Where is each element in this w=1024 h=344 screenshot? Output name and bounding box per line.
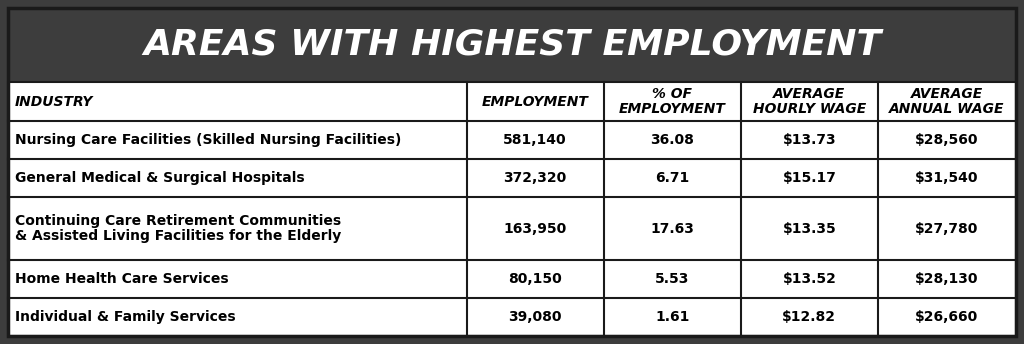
Text: General Medical & Surgical Hospitals: General Medical & Surgical Hospitals: [15, 171, 304, 185]
Text: 6.71: 6.71: [655, 171, 689, 185]
Text: $26,660: $26,660: [915, 310, 979, 324]
Text: 80,150: 80,150: [508, 272, 562, 286]
Text: Individual & Family Services: Individual & Family Services: [15, 310, 236, 324]
Bar: [8, 8, 1016, 82]
Text: $13.52: $13.52: [782, 272, 837, 286]
Text: INDUSTRY: INDUSTRY: [15, 95, 93, 108]
Text: $15.17: $15.17: [782, 171, 837, 185]
Text: 39,080: 39,080: [509, 310, 562, 324]
Text: 163,950: 163,950: [504, 222, 567, 236]
Text: AVERAGE
HOURLY WAGE: AVERAGE HOURLY WAGE: [753, 87, 866, 116]
Text: $28,560: $28,560: [915, 133, 979, 147]
Bar: [8, 82, 1016, 336]
Text: $13.73: $13.73: [782, 133, 837, 147]
Text: $13.35: $13.35: [782, 222, 837, 236]
Text: $12.82: $12.82: [782, 310, 837, 324]
Text: 581,140: 581,140: [504, 133, 567, 147]
Text: Nursing Care Facilities (Skilled Nursing Facilities): Nursing Care Facilities (Skilled Nursing…: [15, 133, 401, 147]
Text: 5.53: 5.53: [655, 272, 689, 286]
Text: % OF
EMPLOYMENT: % OF EMPLOYMENT: [618, 87, 726, 116]
Text: $27,780: $27,780: [915, 222, 979, 236]
Text: 372,320: 372,320: [504, 171, 567, 185]
Text: Continuing Care Retirement Communities
& Assisted Living Facilities for the Elde: Continuing Care Retirement Communities &…: [15, 214, 341, 243]
Text: EMPLOYMENT: EMPLOYMENT: [481, 95, 589, 108]
Text: 1.61: 1.61: [655, 310, 689, 324]
Text: 36.08: 36.08: [650, 133, 694, 147]
Text: AVERAGE
ANNUAL WAGE: AVERAGE ANNUAL WAGE: [889, 87, 1005, 116]
Bar: [8, 82, 1016, 336]
Text: Home Health Care Services: Home Health Care Services: [15, 272, 228, 286]
Text: $31,540: $31,540: [915, 171, 979, 185]
Text: $28,130: $28,130: [915, 272, 979, 286]
Text: AREAS WITH HIGHEST EMPLOYMENT: AREAS WITH HIGHEST EMPLOYMENT: [143, 28, 881, 62]
Text: 17.63: 17.63: [650, 222, 694, 236]
